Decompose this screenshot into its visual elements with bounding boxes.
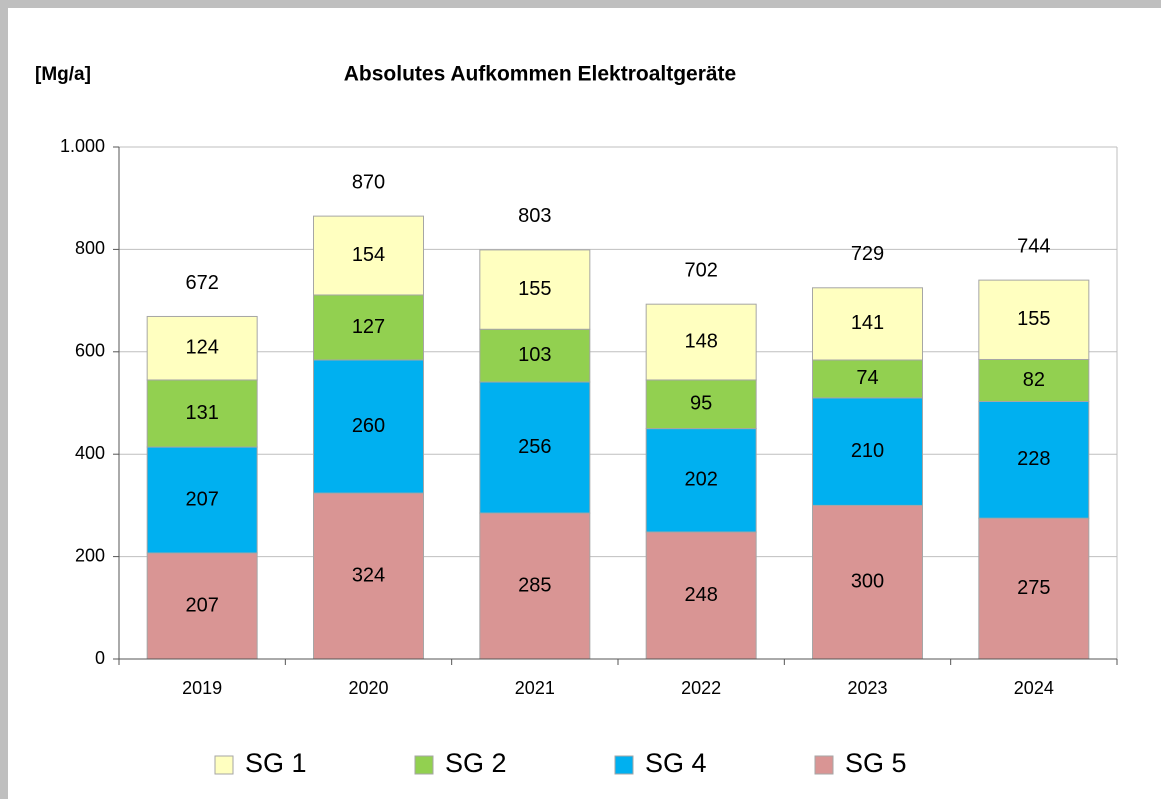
total-label: 672: [185, 272, 218, 294]
bar-segment: [313, 359, 424, 494]
data-label: 207: [185, 488, 218, 510]
legend-swatch: [614, 755, 634, 775]
total-label: 870: [352, 171, 385, 193]
y-axis-label: [Mg/a]: [35, 64, 91, 85]
data-label: 155: [1017, 308, 1050, 330]
bar-segment: [479, 249, 591, 330]
legend-label: SG 4: [645, 748, 707, 778]
y-tick-label: 600: [75, 341, 105, 361]
data-label: 141: [851, 312, 884, 334]
bar-segment: [645, 379, 757, 430]
x-tick-label: 2022: [681, 678, 721, 698]
x-tick-label: 2024: [1014, 678, 1054, 698]
total-label: 729: [851, 243, 884, 265]
legend-label: SG 1: [245, 748, 307, 778]
total-label: 702: [684, 259, 717, 281]
bar-segment: [978, 279, 1090, 360]
data-label: 127: [352, 316, 385, 338]
bar-segment: [313, 215, 424, 296]
legend-label: SG 5: [845, 748, 907, 778]
bar-segment: [146, 552, 258, 660]
bar-segment: [645, 303, 757, 381]
x-tick-label: 2019: [182, 678, 222, 698]
bar-segment: [978, 358, 1090, 402]
data-label: 248: [684, 584, 717, 606]
bar-segment: [645, 531, 757, 660]
bar-segment: [146, 379, 258, 448]
total-label: 744: [1017, 235, 1050, 257]
data-label: 95: [690, 393, 712, 415]
chart-title: Absolutes Aufkommen Elektroaltgeräte: [344, 63, 736, 86]
bar-segment: [978, 400, 1090, 519]
y-tick-label: 0: [95, 648, 105, 668]
x-tick-label: 2021: [515, 678, 555, 698]
data-label: 154: [352, 244, 385, 266]
bar-segment: [812, 397, 923, 506]
data-label: 131: [185, 402, 218, 424]
data-label: 207: [185, 594, 218, 616]
data-label: 155: [518, 278, 551, 300]
data-label: 124: [185, 336, 218, 358]
y-tick-label: 1.000: [60, 136, 105, 156]
y-tick-label: 200: [75, 545, 105, 565]
bar-segment: [479, 328, 591, 383]
data-label: 210: [851, 440, 884, 462]
data-label: 228: [1017, 448, 1050, 470]
y-tick-label: 800: [75, 238, 105, 258]
x-tick-label: 2023: [847, 678, 887, 698]
data-label: 148: [684, 330, 717, 352]
y-tick-label: 400: [75, 443, 105, 463]
data-label: 103: [518, 344, 551, 366]
bar-segment: [146, 315, 258, 381]
data-label: 74: [856, 367, 878, 389]
bar-segment: [812, 359, 923, 399]
bar-segment: [313, 492, 424, 660]
data-label: 285: [518, 574, 551, 596]
total-label: 803: [518, 205, 551, 227]
x-tick-label: 2020: [348, 678, 388, 698]
data-label: 82: [1023, 369, 1045, 391]
bar-segment: [978, 517, 1090, 660]
legend-swatch: [214, 755, 234, 775]
data-label: 256: [518, 436, 551, 458]
bar-segment: [645, 428, 757, 533]
bar-segment: [146, 446, 258, 554]
data-label: 275: [1017, 577, 1050, 599]
bar-segment: [479, 381, 591, 514]
data-label: 324: [352, 564, 385, 586]
bar-segment: [812, 287, 923, 361]
data-label: 300: [851, 570, 884, 592]
legend-swatch: [414, 755, 434, 775]
data-label: 202: [684, 469, 717, 491]
legend-swatch: [814, 755, 834, 775]
legend-label: SG 2: [445, 748, 507, 778]
bar-segment: [812, 504, 923, 660]
bar-segment: [479, 512, 591, 660]
data-label: 260: [352, 415, 385, 437]
